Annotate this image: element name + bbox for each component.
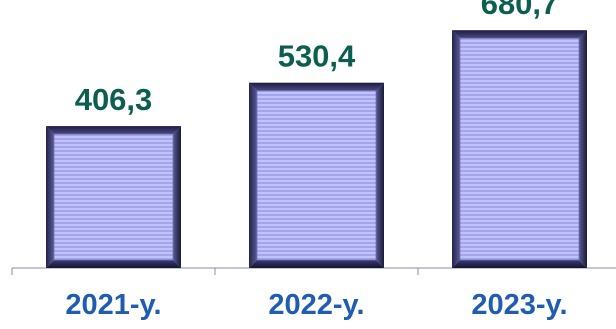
bar-2021-y.: [46, 126, 181, 269]
bars: [46, 30, 587, 269]
value-label-2022-y.: 530,4: [278, 39, 356, 74]
category-label-2021-y.: 2021-y.: [65, 289, 161, 321]
value-label-2021-y.: 406,3: [75, 82, 153, 117]
category-label-2023-y.: 2023-y.: [471, 289, 567, 321]
value-labels: 406,3 530,4 680,7: [75, 0, 559, 117]
category-labels: 2021-y. 2022-y. 2023-y.: [65, 289, 567, 321]
bar-2022-y.: [249, 82, 384, 269]
value-label-2023-y.: 680,7: [481, 0, 559, 21]
category-label-2022-y.: 2022-y.: [268, 289, 364, 321]
bar-2023-y.: [452, 30, 587, 268]
x-axis: [11, 267, 616, 275]
